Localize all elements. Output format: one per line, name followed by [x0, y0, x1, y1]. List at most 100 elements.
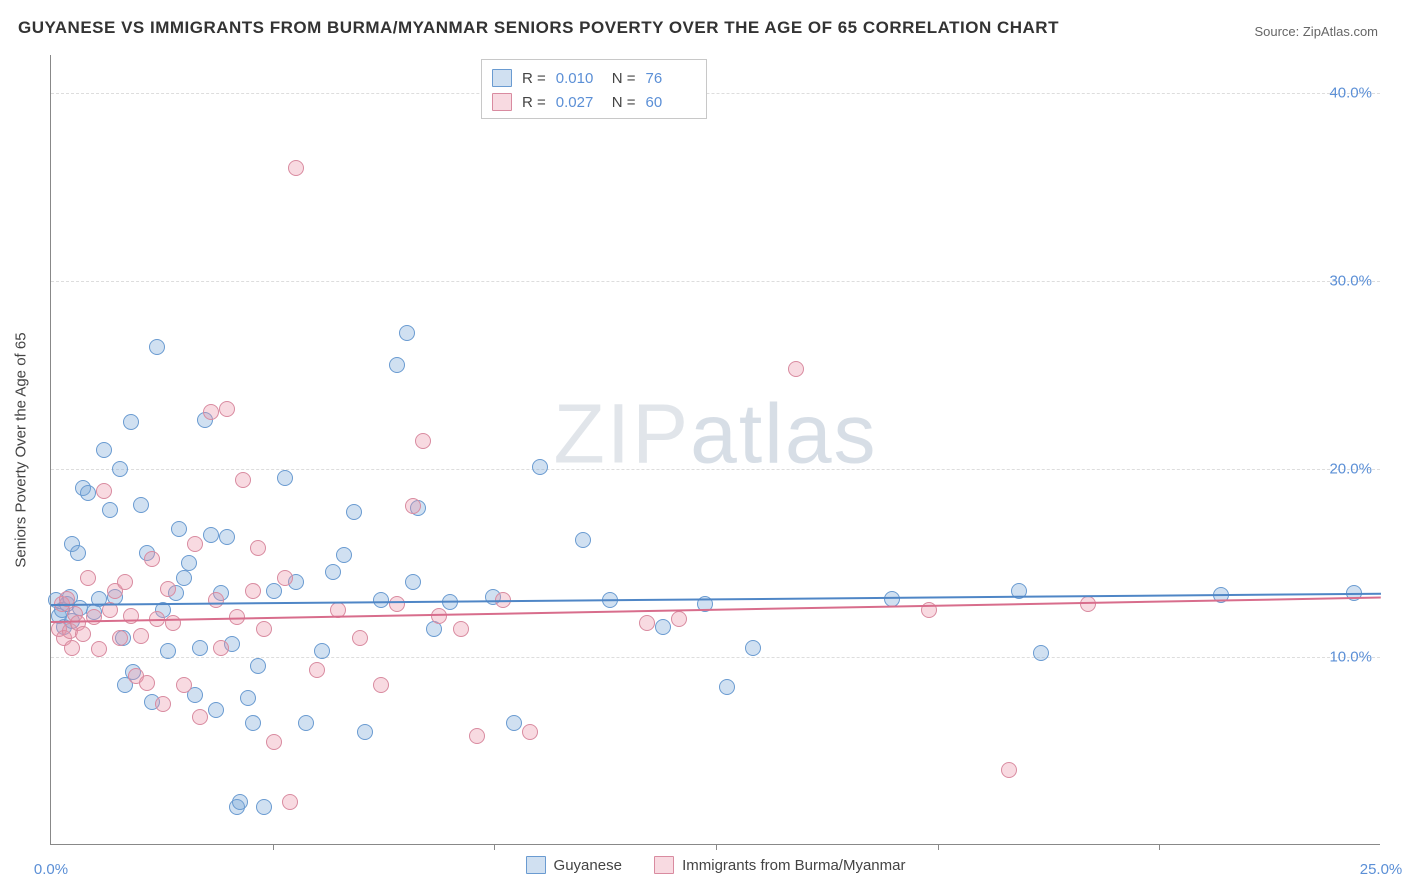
stat-n-label: N = — [612, 70, 636, 87]
stats-legend: R = 0.010 N = 76 R = 0.027 N = 60 — [481, 59, 707, 119]
scatter-point — [80, 570, 96, 586]
scatter-point — [1033, 645, 1049, 661]
scatter-point — [112, 630, 128, 646]
series1-n: 76 — [646, 70, 692, 87]
scatter-point — [240, 690, 256, 706]
x-tick-label: 25.0% — [1360, 861, 1403, 878]
scatter-point — [389, 357, 405, 373]
scatter-point — [70, 545, 86, 561]
scatter-point — [357, 724, 373, 740]
scatter-point — [192, 709, 208, 725]
scatter-point — [277, 470, 293, 486]
trend-line — [51, 597, 1381, 623]
scatter-point — [64, 640, 80, 656]
scatter-point — [91, 641, 107, 657]
scatter-point — [155, 696, 171, 712]
legend-label-1: Guyanese — [554, 857, 622, 874]
scatter-point — [250, 540, 266, 556]
legend-label-2: Immigrants from Burma/Myanmar — [682, 857, 905, 874]
plot-area: Seniors Poverty Over the Age of 65 ZIPat… — [50, 55, 1380, 845]
scatter-point — [123, 414, 139, 430]
scatter-point — [245, 583, 261, 599]
scatter-point — [208, 592, 224, 608]
scatter-point — [336, 547, 352, 563]
stat-n-label: N = — [612, 94, 636, 111]
series2-swatch — [492, 93, 512, 111]
scatter-point — [288, 160, 304, 176]
scatter-point — [245, 715, 261, 731]
series1-r: 0.010 — [556, 70, 602, 87]
scatter-point — [192, 640, 208, 656]
scatter-point — [96, 483, 112, 499]
bottom-legend: Guyanese Immigrants from Burma/Myanmar — [51, 856, 1380, 878]
scatter-point — [144, 551, 160, 567]
scatter-point — [399, 325, 415, 341]
scatter-point — [112, 461, 128, 477]
scatter-point — [80, 485, 96, 501]
x-tick-label: 0.0% — [34, 861, 68, 878]
scatter-point — [373, 677, 389, 693]
scatter-point — [325, 564, 341, 580]
scatter-point — [75, 626, 91, 642]
scatter-point — [232, 794, 248, 810]
scatter-point — [250, 658, 266, 674]
scatter-point — [149, 339, 165, 355]
series2-swatch — [654, 856, 674, 874]
scatter-point — [415, 433, 431, 449]
watermark: ZIPatlas — [553, 385, 877, 482]
scatter-point — [203, 404, 219, 420]
scatter-point — [187, 536, 203, 552]
scatter-point — [671, 611, 687, 627]
scatter-point — [298, 715, 314, 731]
y-tick-label: 10.0% — [1329, 648, 1372, 665]
scatter-point — [160, 643, 176, 659]
scatter-point — [133, 497, 149, 513]
scatter-point — [256, 799, 272, 815]
scatter-point — [745, 640, 761, 656]
scatter-point — [1001, 762, 1017, 778]
stats-row-2: R = 0.027 N = 60 — [492, 90, 692, 114]
y-tick-label: 30.0% — [1329, 272, 1372, 289]
scatter-point — [309, 662, 325, 678]
series2-n: 60 — [646, 94, 692, 111]
scatter-point — [160, 581, 176, 597]
scatter-point — [453, 621, 469, 637]
stat-r-label: R = — [522, 94, 546, 111]
series2-r: 0.027 — [556, 94, 602, 111]
scatter-point — [405, 574, 421, 590]
scatter-point — [176, 677, 192, 693]
scatter-point — [171, 521, 187, 537]
scatter-point — [203, 527, 219, 543]
scatter-point — [235, 472, 251, 488]
scatter-point — [219, 401, 235, 417]
series1-swatch — [492, 69, 512, 87]
scatter-point — [266, 734, 282, 750]
scatter-point — [788, 361, 804, 377]
scatter-point — [314, 643, 330, 659]
stat-r-label: R = — [522, 70, 546, 87]
scatter-point — [346, 504, 362, 520]
scatter-point — [133, 628, 149, 644]
scatter-point — [639, 615, 655, 631]
scatter-point — [352, 630, 368, 646]
scatter-point — [102, 502, 118, 518]
scatter-point — [469, 728, 485, 744]
legend-item-2: Immigrants from Burma/Myanmar — [654, 856, 905, 874]
scatter-point — [266, 583, 282, 599]
y-axis-label: Seniors Poverty Over the Age of 65 — [13, 332, 30, 567]
series1-swatch — [526, 856, 546, 874]
y-tick-label: 40.0% — [1329, 84, 1372, 101]
scatter-point — [1080, 596, 1096, 612]
scatter-point — [96, 442, 112, 458]
stats-row-1: R = 0.010 N = 76 — [492, 66, 692, 90]
source-attribution: Source: ZipAtlas.com — [1254, 24, 1378, 39]
scatter-point — [655, 619, 671, 635]
scatter-point — [575, 532, 591, 548]
scatter-point — [405, 498, 421, 514]
scatter-point — [277, 570, 293, 586]
y-tick-label: 20.0% — [1329, 460, 1372, 477]
legend-item-1: Guyanese — [526, 856, 622, 874]
scatter-point — [86, 609, 102, 625]
scatter-point — [176, 570, 192, 586]
scatter-point — [719, 679, 735, 695]
